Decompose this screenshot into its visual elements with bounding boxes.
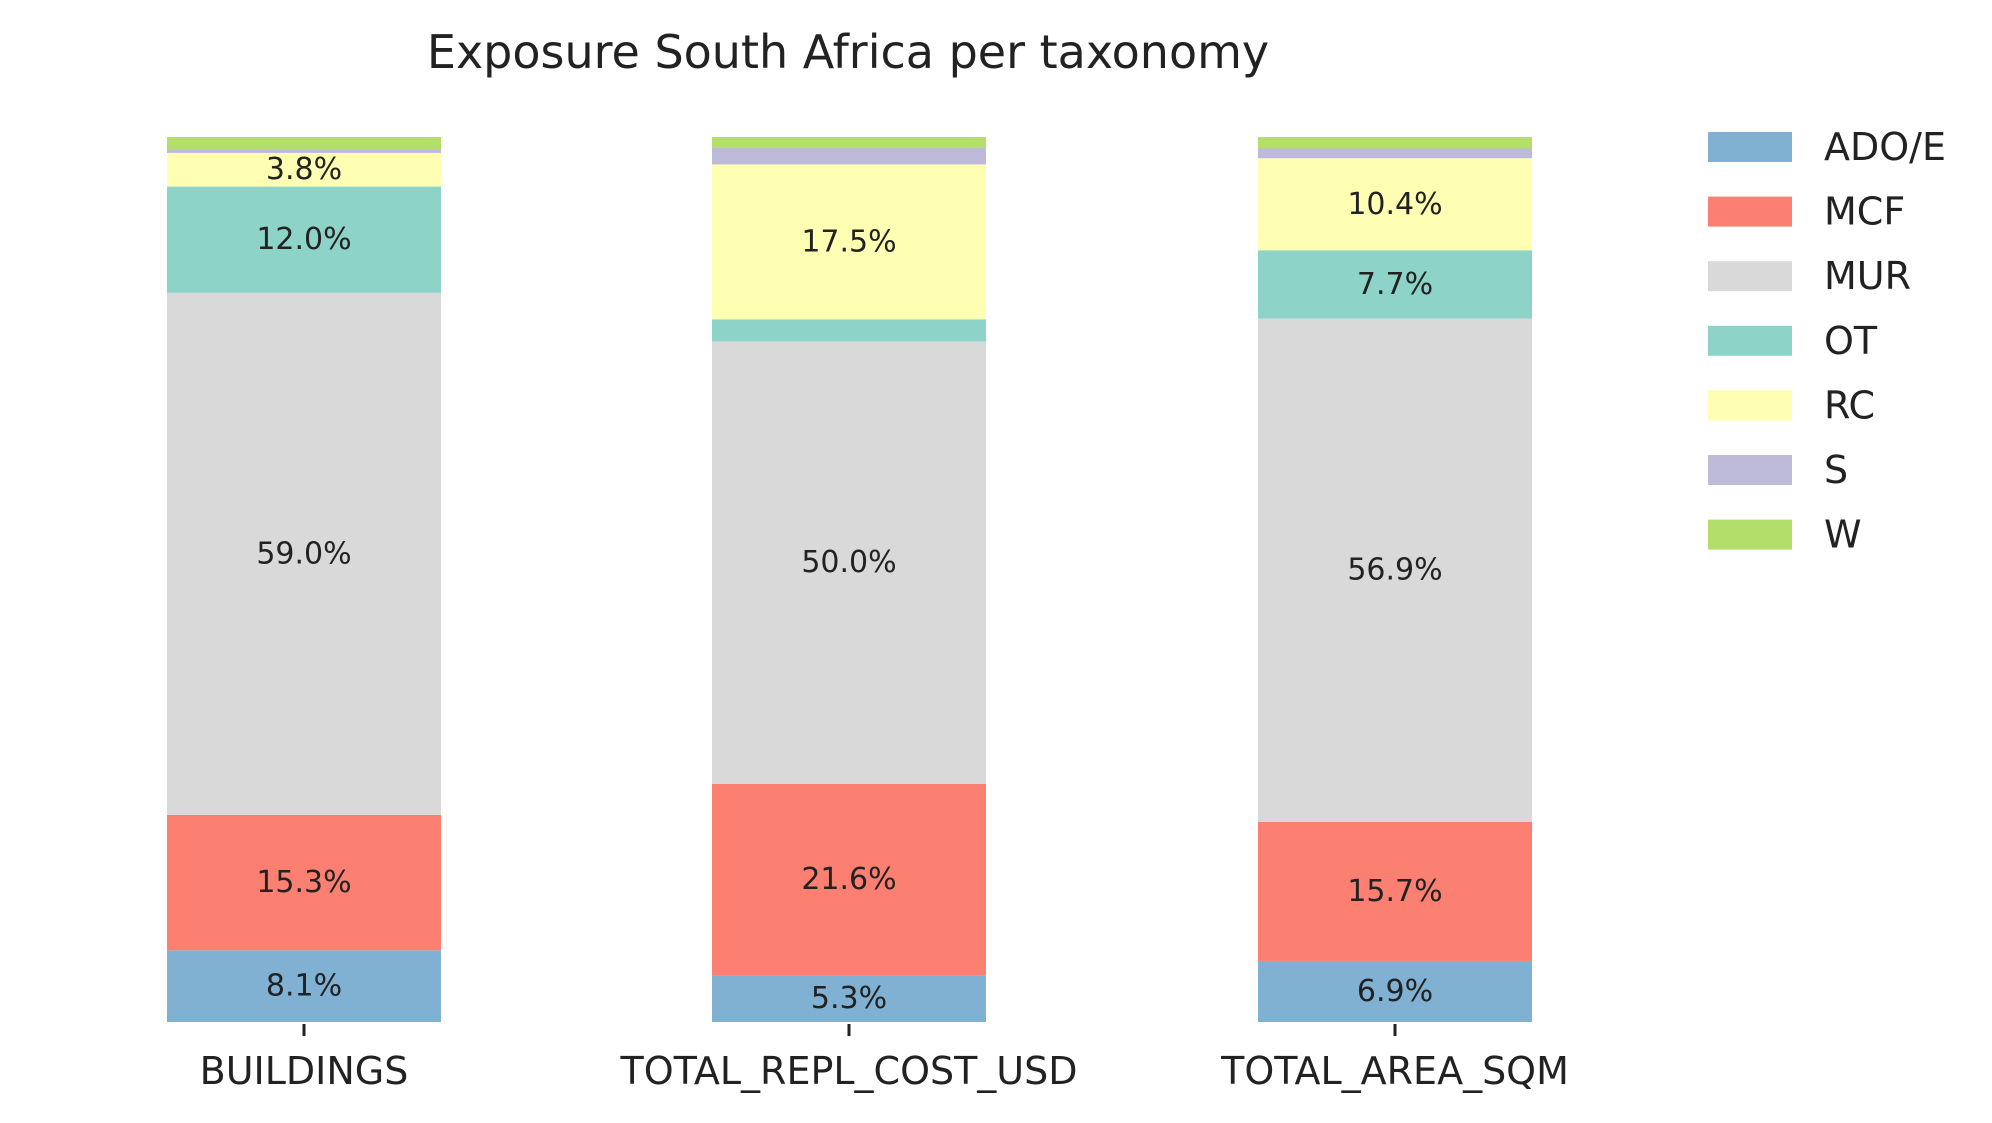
x-tick-label: TOTAL_REPL_COST_USD bbox=[619, 1049, 1077, 1093]
legend-swatch bbox=[1708, 390, 1792, 421]
legend-label: RC bbox=[1824, 383, 1875, 427]
bars-layer bbox=[167, 137, 1532, 1022]
bar-segment-buildings-s[interactable] bbox=[167, 149, 441, 153]
legend-swatch bbox=[1708, 196, 1792, 227]
bar-segment-total-area-sqm-s[interactable] bbox=[1258, 148, 1532, 159]
bar-segment-total-repl-cost-usd-w[interactable] bbox=[712, 137, 986, 148]
bar-segment-total-repl-cost-usd-mcf[interactable] bbox=[712, 783, 986, 976]
bar-segment-buildings-w[interactable] bbox=[167, 137, 441, 150]
bar-segment-buildings-mcf[interactable] bbox=[167, 814, 441, 951]
legend[interactable]: ADO/E MCF MUR OT RC SW bbox=[1708, 125, 1946, 557]
legend-label: S bbox=[1824, 448, 1848, 492]
legend-swatch bbox=[1708, 455, 1792, 485]
data-label: 5.3% bbox=[811, 981, 887, 1016]
legend-item-mcf[interactable]: MCF bbox=[1708, 190, 1905, 234]
legend-item-s[interactable]: S bbox=[1708, 448, 1848, 492]
bar-segment-buildings-ado-e[interactable] bbox=[167, 950, 441, 1022]
bar-segment-total-repl-cost-usd-ado-e[interactable] bbox=[712, 975, 986, 1022]
x-axis: BUILDINGS TOTAL_REPL_COST_USD TOTAL_AREA_S… bbox=[200, 1024, 1569, 1093]
legend-item-rc[interactable]: RC bbox=[1708, 383, 1875, 427]
bar-segment-total-repl-cost-usd-s[interactable] bbox=[712, 147, 986, 165]
legend-label: MUR bbox=[1824, 254, 1911, 298]
bar-segment-total-area-sqm-w[interactable] bbox=[1258, 137, 1532, 149]
legend-item-ado-e[interactable]: ADO/E bbox=[1708, 125, 1946, 169]
bar-segment-total-area-sqm-mcf[interactable] bbox=[1258, 821, 1532, 961]
legend-swatch bbox=[1708, 325, 1792, 356]
data-label: 8.1% bbox=[266, 969, 342, 1004]
legend-swatch bbox=[1708, 519, 1792, 550]
bar-segment-total-area-sqm-rc[interactable] bbox=[1258, 158, 1532, 251]
bar-segment-total-repl-cost-usd-ot[interactable] bbox=[712, 319, 986, 342]
legend-item-mur[interactable]: MUR bbox=[1708, 254, 1911, 298]
x-tick-label: BUILDINGS bbox=[200, 1049, 409, 1093]
legend-item-ot[interactable]: OT bbox=[1708, 319, 1878, 363]
legend-label: ADO/E bbox=[1824, 125, 1946, 169]
data-label: 21.6% bbox=[801, 862, 896, 897]
data-label: 59.0% bbox=[256, 536, 351, 571]
data-labels-layer: 8.1% 15.3% 59.0% 12.0% 3.8% 5.3% 21.6% 50.0% 17.… bbox=[256, 152, 1442, 1016]
bar-segment-total-area-sqm-mur[interactable] bbox=[1258, 318, 1532, 822]
data-label: 17.5% bbox=[801, 224, 896, 259]
bar-segment-buildings-rc[interactable] bbox=[167, 152, 441, 187]
bar-segment-total-repl-cost-usd-mur[interactable] bbox=[712, 341, 986, 784]
legend-item-w[interactable]: W bbox=[1708, 513, 1862, 557]
data-label: 10.4% bbox=[1347, 187, 1442, 222]
bar-segment-total-repl-cost-usd-rc[interactable] bbox=[712, 164, 986, 320]
legend-label: OT bbox=[1824, 319, 1878, 363]
data-label: 15.3% bbox=[256, 865, 351, 900]
data-label: 56.9% bbox=[1347, 553, 1442, 588]
data-label: 3.8% bbox=[266, 152, 342, 187]
chart-title: Exposure South Africa per taxonomy bbox=[427, 25, 1269, 79]
bar-segment-total-area-sqm-ot[interactable] bbox=[1258, 250, 1532, 319]
legend-label: MCF bbox=[1824, 190, 1905, 234]
data-label: 50.0% bbox=[801, 545, 896, 580]
data-label: 12.0% bbox=[256, 222, 351, 257]
bar-segment-buildings-mur[interactable] bbox=[167, 292, 441, 815]
bar-segment-buildings-ot[interactable] bbox=[167, 186, 441, 293]
data-label: 6.9% bbox=[1357, 974, 1433, 1009]
bar-segment-total-area-sqm-ado-e[interactable] bbox=[1258, 960, 1532, 1022]
legend-swatch bbox=[1708, 261, 1792, 292]
legend-swatch bbox=[1708, 132, 1792, 162]
x-tick-label: TOTAL_AREA_SQM bbox=[1220, 1049, 1569, 1093]
legend-label: W bbox=[1824, 513, 1862, 557]
data-label: 7.7% bbox=[1357, 267, 1433, 302]
data-label: 15.7% bbox=[1347, 874, 1442, 909]
